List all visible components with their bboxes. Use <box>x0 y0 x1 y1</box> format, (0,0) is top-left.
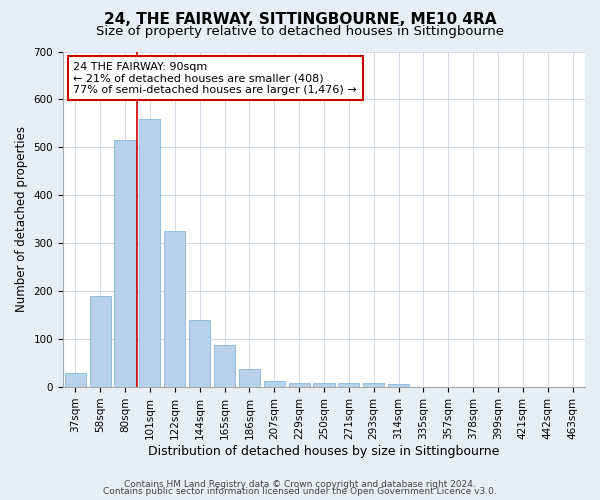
Bar <box>313 384 335 387</box>
Text: Size of property relative to detached houses in Sittingbourne: Size of property relative to detached ho… <box>96 25 504 38</box>
Y-axis label: Number of detached properties: Number of detached properties <box>15 126 28 312</box>
Text: 24 THE FAIRWAY: 90sqm
← 21% of detached houses are smaller (408)
77% of semi-det: 24 THE FAIRWAY: 90sqm ← 21% of detached … <box>73 62 357 95</box>
Bar <box>289 384 310 387</box>
Bar <box>65 372 86 387</box>
Bar <box>115 140 136 387</box>
X-axis label: Distribution of detached houses by size in Sittingbourne: Distribution of detached houses by size … <box>148 444 500 458</box>
Bar <box>214 345 235 387</box>
Text: 24, THE FAIRWAY, SITTINGBOURNE, ME10 4RA: 24, THE FAIRWAY, SITTINGBOURNE, ME10 4RA <box>104 12 496 28</box>
Bar <box>89 296 111 387</box>
Bar <box>164 232 185 387</box>
Bar <box>139 118 160 387</box>
Text: Contains public sector information licensed under the Open Government Licence v3: Contains public sector information licen… <box>103 488 497 496</box>
Text: Contains HM Land Registry data © Crown copyright and database right 2024.: Contains HM Land Registry data © Crown c… <box>124 480 476 489</box>
Bar <box>239 369 260 387</box>
Bar <box>189 320 210 387</box>
Bar <box>338 384 359 387</box>
Bar <box>263 381 285 387</box>
Bar <box>388 384 409 387</box>
Bar <box>363 384 384 387</box>
